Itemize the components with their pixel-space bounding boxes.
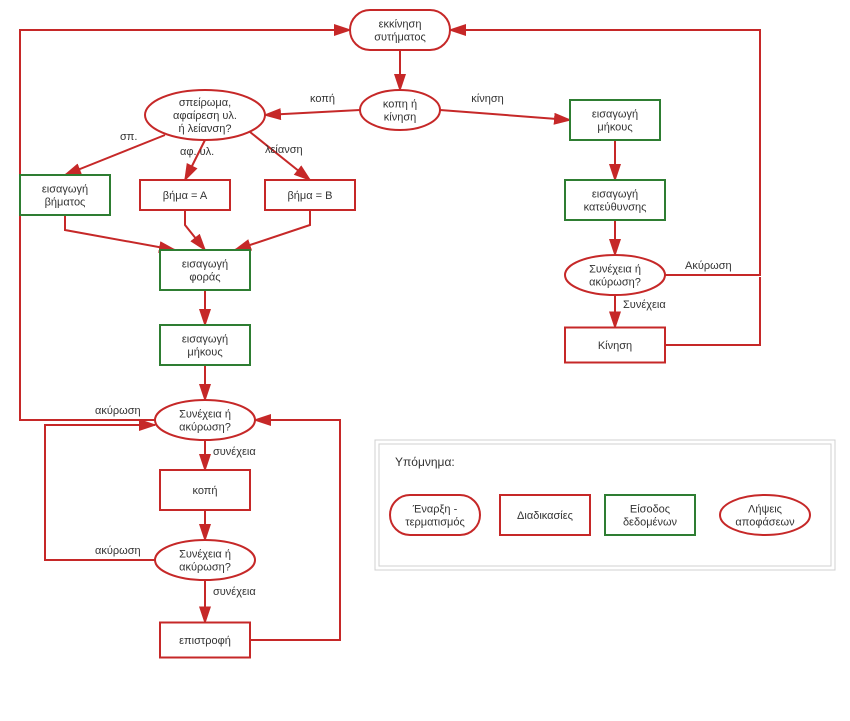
svg-text:Συνέχεια: Συνέχεια [623, 299, 666, 311]
svg-text:κίνηση: κίνηση [384, 112, 416, 124]
svg-text:ακύρωση: ακύρωση [95, 405, 141, 417]
svg-text:μήκους: μήκους [187, 347, 222, 359]
svg-text:Κίνηση: Κίνηση [598, 340, 632, 352]
svg-text:μήκους: μήκους [597, 122, 632, 134]
svg-text:κοπή: κοπή [310, 93, 335, 105]
svg-text:Λήψεις: Λήψεις [748, 504, 782, 516]
svg-text:συτήματος: συτήματος [374, 32, 426, 44]
svg-text:Υπόμνημα:: Υπόμνημα: [395, 455, 455, 469]
svg-text:εκκίνηση: εκκίνηση [379, 19, 422, 31]
svg-text:Συνέχεια ή: Συνέχεια ή [179, 549, 231, 561]
svg-text:λείανση: λείανση [265, 144, 303, 156]
svg-text:βήματος: βήματος [45, 197, 86, 209]
svg-text:εισαγωγή: εισαγωγή [42, 184, 88, 196]
svg-text:ακύρωση?: ακύρωση? [179, 562, 231, 574]
svg-text:κοπη ή: κοπη ή [383, 99, 417, 111]
svg-text:σπείρωμα,: σπείρωμα, [179, 97, 231, 109]
svg-text:αποφάσεων: αποφάσεων [735, 517, 795, 529]
svg-text:ακύρωση: ακύρωση [95, 545, 141, 557]
svg-text:ακύρωση?: ακύρωση? [589, 277, 641, 289]
svg-text:αφ. υλ.: αφ. υλ. [180, 146, 214, 158]
svg-text:Διαδικασίες: Διαδικασίες [517, 510, 573, 522]
svg-text:φοράς: φοράς [189, 272, 220, 284]
svg-text:συνέχεια: συνέχεια [213, 586, 256, 598]
svg-text:επιστροφή: επιστροφή [179, 635, 231, 647]
svg-text:κατεύθυνσης: κατεύθυνσης [584, 202, 647, 214]
svg-text:κίνηση: κίνηση [471, 93, 503, 105]
flowchart-canvas: κοπήκίνηση?σπ.αφ. υλ.λείανσησυνέχειαακύρ… [0, 0, 850, 721]
svg-text:Έναρξη -: Έναρξη - [412, 504, 458, 516]
svg-text:βήμα = Β: βήμα = Β [287, 190, 332, 202]
svg-text:ή λείανση?: ή λείανση? [179, 123, 232, 135]
svg-text:εισαγωγή: εισαγωγή [182, 259, 228, 271]
svg-text:Συνέχεια ή: Συνέχεια ή [589, 264, 641, 276]
svg-text:ακύρωση?: ακύρωση? [179, 422, 231, 434]
svg-text:Είσοδος: Είσοδος [630, 504, 670, 516]
svg-text:βήμα = Α: βήμα = Α [163, 190, 208, 202]
svg-text:Ακύρωση: Ακύρωση [685, 260, 732, 272]
svg-text:τερματισμός: τερματισμός [405, 517, 465, 529]
svg-text:εισαγωγή: εισαγωγή [182, 334, 228, 346]
svg-text:κοπή: κοπή [192, 485, 217, 497]
svg-text:εισαγωγή: εισαγωγή [592, 109, 638, 121]
svg-text:Συνέχεια ή: Συνέχεια ή [179, 409, 231, 421]
svg-text:αφαίρεση υλ.: αφαίρεση υλ. [173, 110, 237, 122]
svg-text:εισαγωγή: εισαγωγή [592, 189, 638, 201]
svg-text:σπ.: σπ. [120, 131, 137, 143]
svg-text:δεδομένων: δεδομένων [623, 517, 678, 529]
svg-text:συνέχεια: συνέχεια [213, 446, 256, 458]
